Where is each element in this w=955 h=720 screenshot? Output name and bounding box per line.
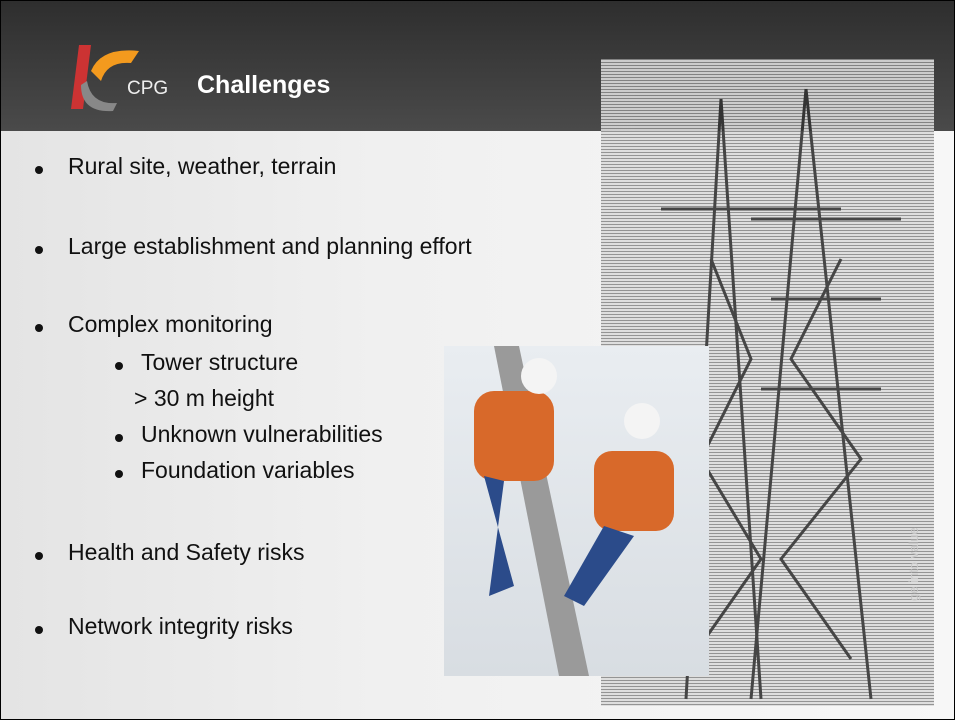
bullet-dot	[35, 324, 43, 332]
watermark: ge into value	[906, 527, 921, 601]
bullet-text: Network integrity risks	[68, 613, 293, 640]
logo	[61, 41, 141, 113]
slide-title: Challenges	[197, 71, 330, 100]
logo-text: CPG	[127, 78, 168, 100]
bullet-text: Large establishment and planning effort	[68, 233, 472, 260]
slide: CPG Challenges ge into value Rural site,…	[0, 0, 955, 720]
workers-photo	[444, 346, 709, 676]
sub-bullet-text: Unknown vulnerabilities	[141, 421, 383, 448]
bullet-text: Rural site, weather, terrain	[68, 153, 336, 180]
photo-drawing	[444, 346, 709, 676]
sub-bullet-text: Foundation variables	[141, 457, 355, 484]
bullet-text: Complex monitoring	[68, 311, 273, 338]
bullet-dot	[35, 626, 43, 634]
bullet-dot	[35, 552, 43, 560]
sub-bullet-text: Tower structure	[141, 349, 298, 376]
bullet-dot	[35, 246, 43, 254]
sub-note: > 30 m height	[134, 385, 274, 412]
bullet-text: Health and Safety risks	[68, 539, 305, 566]
sub-bullet-dot	[115, 434, 123, 442]
sub-bullet-dot	[115, 362, 123, 370]
sub-bullet-dot	[115, 470, 123, 478]
bullet-dot	[35, 166, 43, 174]
